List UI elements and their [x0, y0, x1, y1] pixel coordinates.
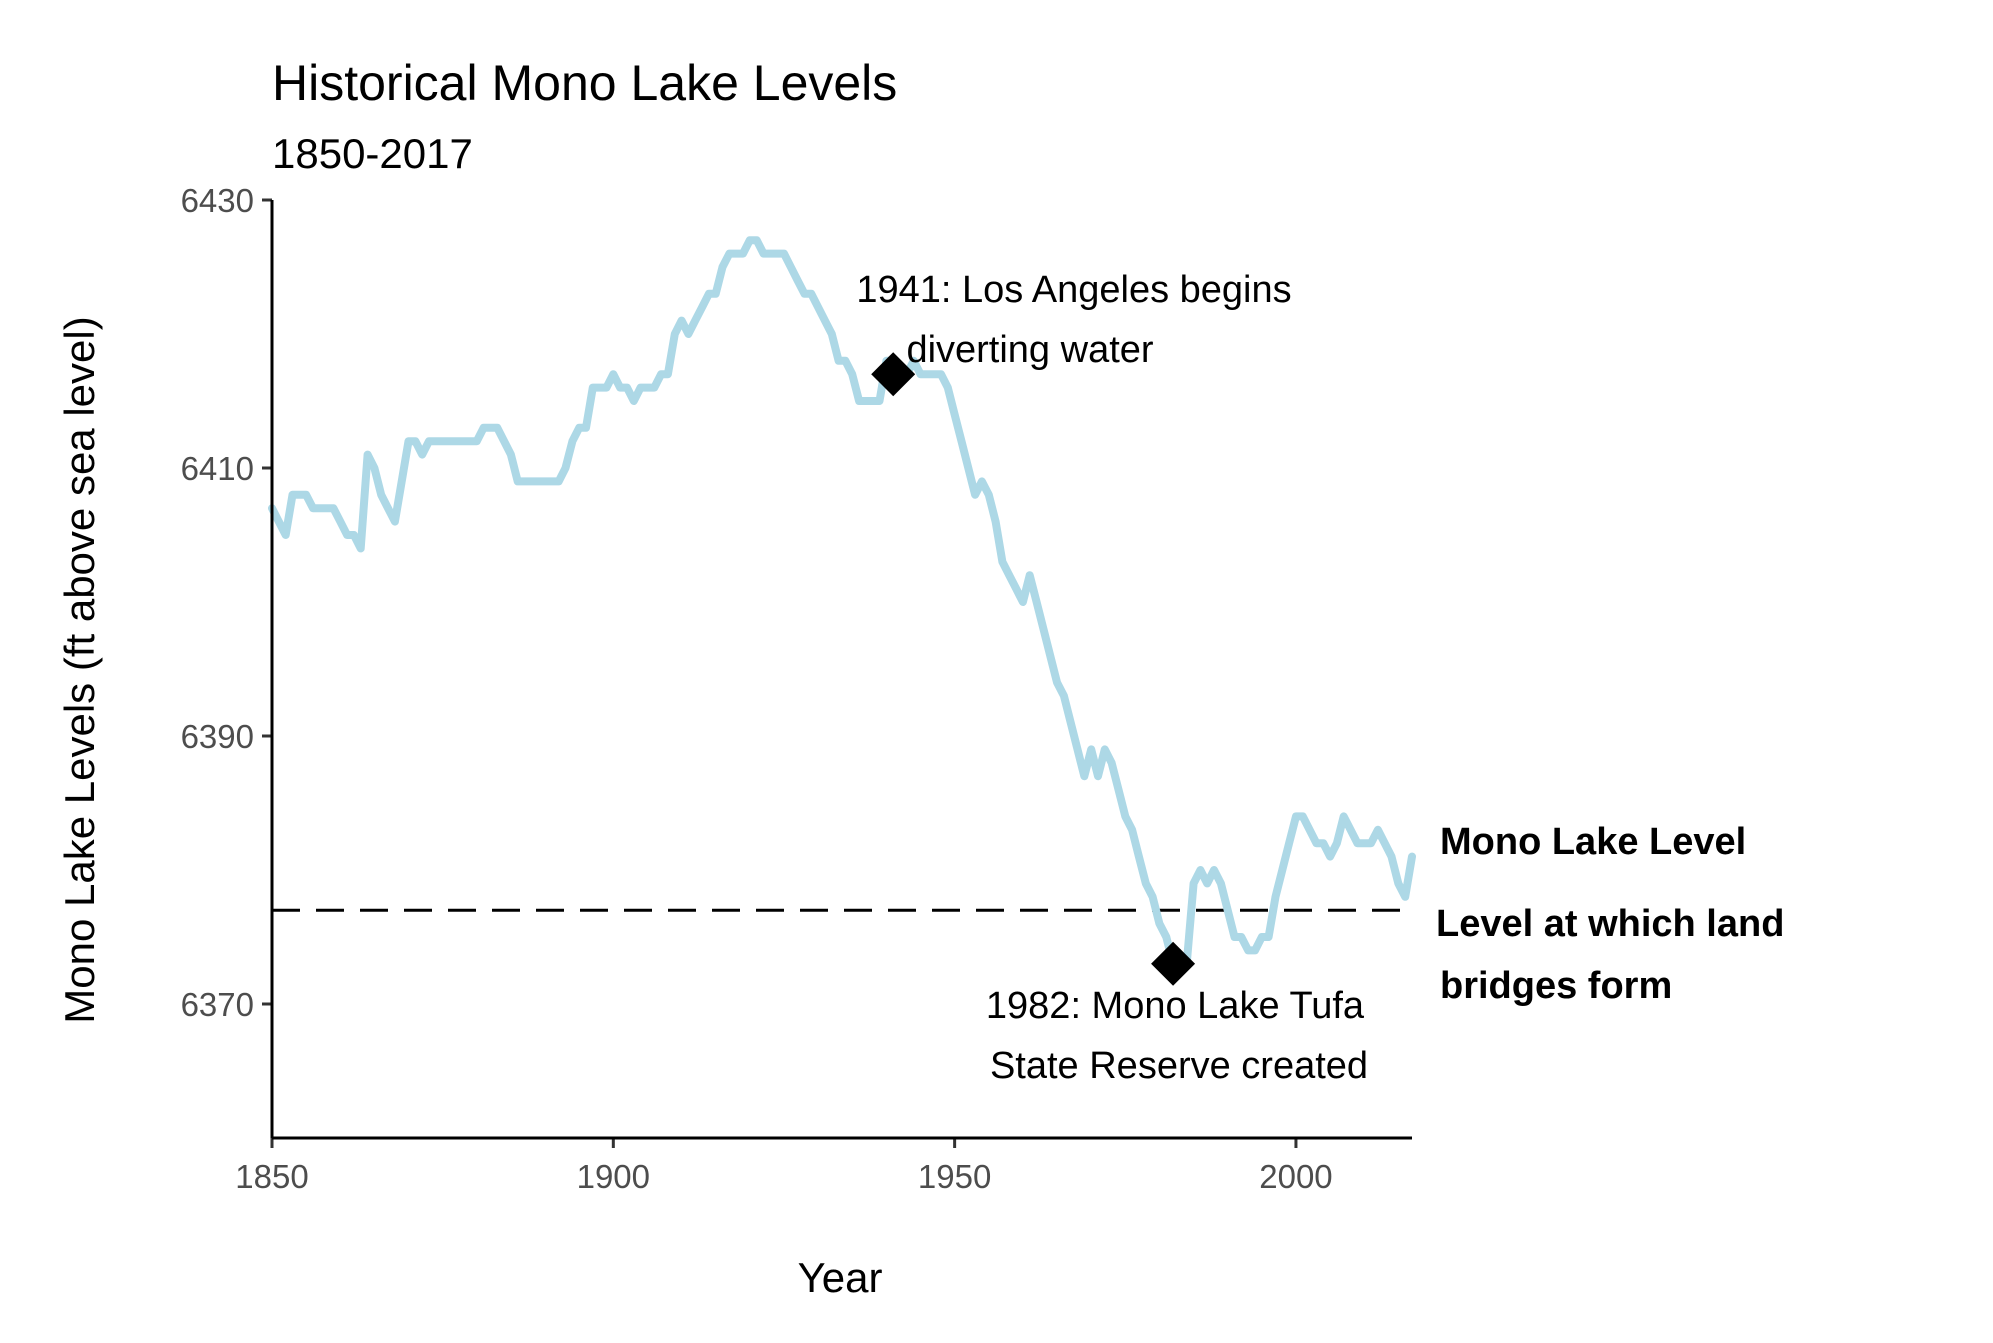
- series-label-mono-lake-level: Mono Lake Level: [1440, 821, 1746, 863]
- y-tick-label: 6410: [181, 450, 254, 487]
- y-tick-label: 6390: [181, 718, 254, 755]
- series-line-0: [268, 236, 1416, 968]
- plot-area: [268, 236, 1416, 986]
- annotation-1941-line2: diverting water: [906, 329, 1153, 371]
- y-axis-title: Mono Lake Levels (ft above sea level): [56, 316, 103, 1023]
- threshold-label-line1: Level at which land: [1436, 903, 1784, 945]
- annotation-marker-1982: [1151, 941, 1196, 986]
- annotation-1982-line1: 1982: Mono Lake Tufa: [986, 985, 1365, 1027]
- x-axis-ticks: 1850 1900 1950 2000: [235, 1138, 1333, 1195]
- y-tick-label: 6430: [181, 182, 254, 219]
- annotation-1941-line1: 1941: Los Angeles begins: [856, 269, 1291, 311]
- y-axis-ticks: 6370 6390 6410 6430: [181, 182, 272, 1023]
- y-tick-label: 6370: [181, 986, 254, 1023]
- x-tick-label: 1900: [577, 1158, 650, 1195]
- x-tick-label: 1850: [235, 1158, 308, 1195]
- annotation-marker-1941: [871, 352, 916, 397]
- threshold-label-line2: bridges form: [1440, 965, 1672, 1007]
- x-tick-label: 2000: [1259, 1158, 1332, 1195]
- x-axis-title: Year: [798, 1254, 883, 1301]
- chart-subtitle: 1850-2017: [272, 130, 473, 177]
- chart-title: Historical Mono Lake Levels: [272, 55, 897, 111]
- annotation-1982-line2: State Reserve created: [990, 1045, 1368, 1087]
- x-tick-label: 1950: [918, 1158, 991, 1195]
